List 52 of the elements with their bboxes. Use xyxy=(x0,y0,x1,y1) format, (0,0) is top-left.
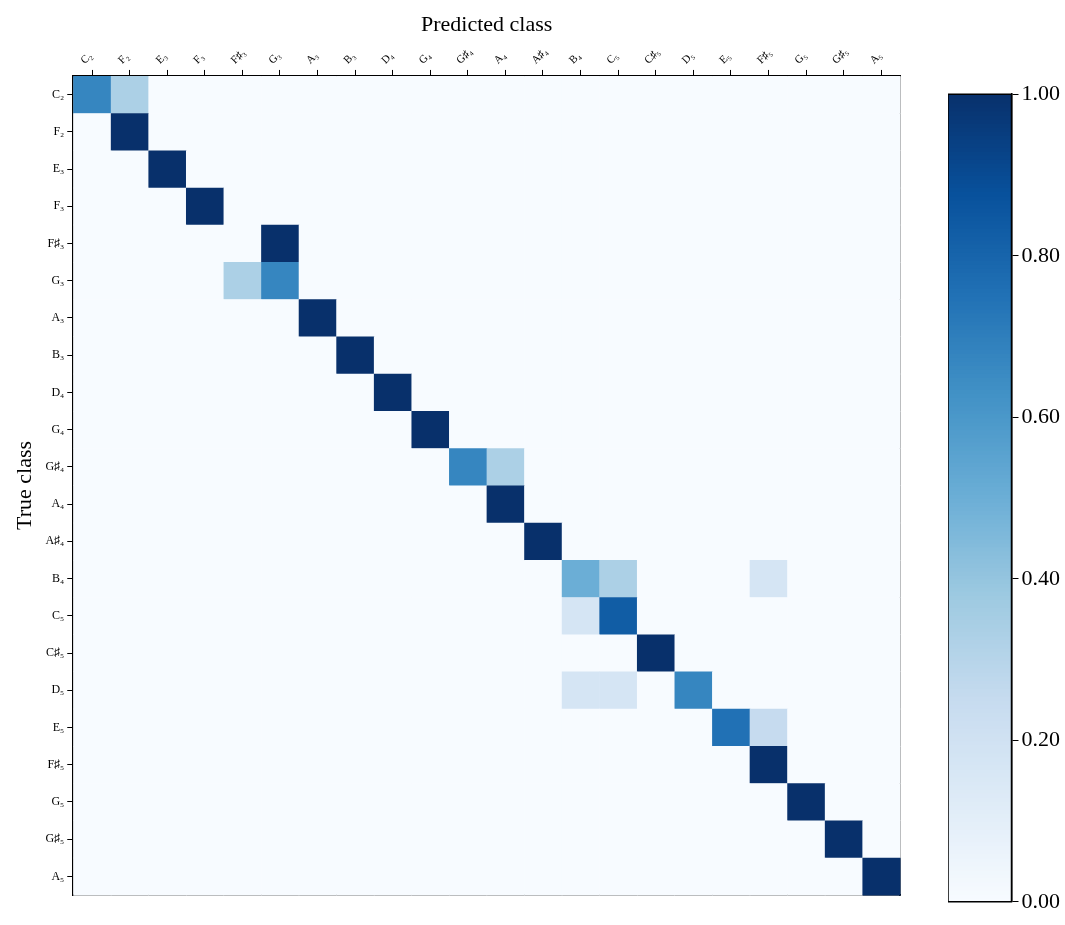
x-tick-label: C₅ xyxy=(603,49,621,66)
x-tick-label: F₃ xyxy=(190,50,207,66)
x-tick-label: F♯₅ xyxy=(754,46,774,66)
x-tick-label: B₃ xyxy=(340,49,358,66)
x-tick-label: C♯₅ xyxy=(641,45,662,66)
y-tick-label: G₄ xyxy=(51,421,65,436)
y-tick-label: G₃ xyxy=(51,272,65,287)
x-tick-label: G♯₅ xyxy=(829,44,851,66)
y-tick-label: D₄ xyxy=(51,384,65,399)
y-tick-label: F♯₃ xyxy=(47,235,65,250)
color-bar-label: 0.20 xyxy=(1021,726,1060,752)
color-bar-label: 0.80 xyxy=(1021,241,1060,267)
color-bar-label: 0.40 xyxy=(1021,564,1060,590)
x-tick-label: D₄ xyxy=(378,48,396,66)
x-tick-label: F₂ xyxy=(115,50,131,66)
y-tick-label: C₂ xyxy=(52,86,65,101)
y-tick-label: F♯₅ xyxy=(47,756,65,771)
y-tick-label: A₄ xyxy=(51,496,65,511)
x-tick-label: A₅ xyxy=(866,48,884,66)
x-tick-label: G₅ xyxy=(791,48,809,66)
x-tick-label: D₅ xyxy=(678,48,696,66)
y-tick-label: C₅ xyxy=(52,607,65,622)
y-tick-label: A♯₄ xyxy=(45,533,65,548)
x-tick-label: F♯₃ xyxy=(228,46,248,66)
y-axis-title: True class xyxy=(10,440,36,530)
color-bar-label: 0.00 xyxy=(1021,887,1060,913)
x-axis-title: Predicted class xyxy=(420,10,553,36)
y-tick-label: B₃ xyxy=(52,347,65,362)
y-tick-label: E₅ xyxy=(52,719,65,734)
y-tick-label: F₃ xyxy=(53,198,65,213)
x-tick-label: E₅ xyxy=(716,49,733,66)
y-tick-label: A₃ xyxy=(51,310,65,325)
y-tick-label: G₅ xyxy=(51,794,65,809)
y-tick-label: A₅ xyxy=(51,868,65,883)
x-tick-label: A₃ xyxy=(303,48,321,66)
y-tick-label: F₂ xyxy=(53,123,65,138)
color-bar-label: 0.60 xyxy=(1021,403,1060,429)
x-tick-label: G₄ xyxy=(415,48,433,66)
x-tick-label: A₄ xyxy=(491,48,508,66)
y-tick-label: G♯₄ xyxy=(45,459,65,474)
x-tick-label: E₃ xyxy=(152,49,169,66)
y-tick-label: E₃ xyxy=(52,161,65,176)
y-tick-label: G♯₅ xyxy=(45,831,65,846)
x-tick-label: G♯₄ xyxy=(453,44,475,66)
y-tick-label: D₅ xyxy=(51,682,65,697)
x-tick-label: A♯₄ xyxy=(528,44,550,66)
x-tick-label: G₃ xyxy=(265,48,283,66)
y-tick-label: B₄ xyxy=(52,570,65,585)
color-bar-label: 1.00 xyxy=(1021,79,1060,105)
x-tick-label: C₂ xyxy=(77,49,95,66)
x-tick-label: B₄ xyxy=(566,49,583,66)
y-tick-label: C♯₅ xyxy=(46,645,65,660)
